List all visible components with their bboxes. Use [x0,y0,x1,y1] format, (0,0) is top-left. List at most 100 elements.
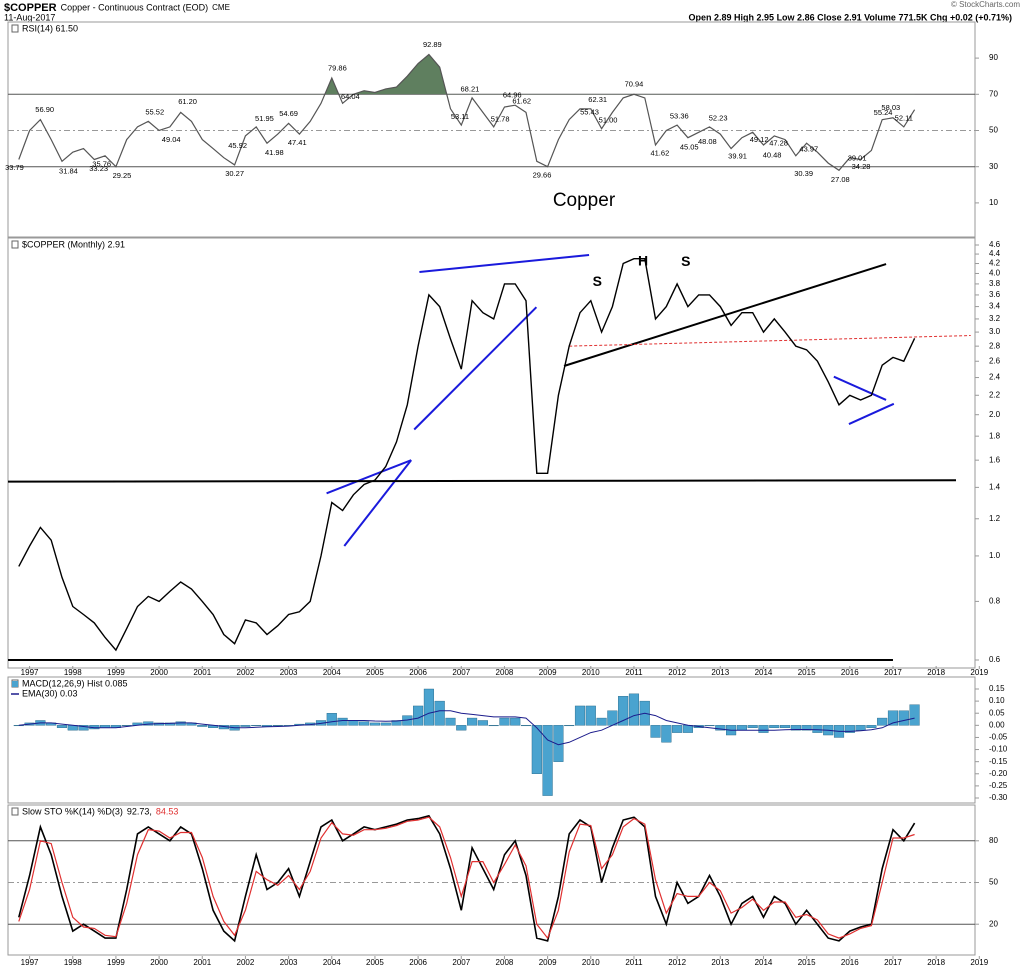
rsi-annotation: 53.36 [670,111,689,120]
rsi-annotation: 43.97 [799,144,818,153]
rsi-annotation: 53.11 [451,112,469,121]
x-tick-label: 2016 [841,668,859,677]
histogram-bar [520,725,532,727]
histogram-bar [844,725,855,733]
histogram-bar [348,720,359,726]
y-tick-label: 10 [989,198,998,207]
panel-icon [11,240,19,249]
y-tick-label: -0.10 [989,745,1008,754]
rsi-annotation: 64.96 [503,90,522,99]
y-tick-label: -0.05 [989,733,1008,742]
histogram-bar [240,725,251,727]
histogram-bar [391,720,402,726]
rsi-annotation: 49.12 [750,135,769,144]
rsi-annotation: 27.08 [831,175,850,184]
y-tick-label: 80 [989,836,998,845]
x-tick-label: 2012 [668,668,686,677]
y-tick-label: 4.4 [989,249,1001,258]
histogram-bar [779,725,791,728]
legend-label: 84.53 [156,806,179,816]
histogram-bar [628,693,640,726]
trendline [848,402,895,425]
histogram-bar [13,725,24,727]
x-tick-label: 2002 [237,668,255,677]
x-tick-label: 2017 [884,958,902,967]
x-tick-label: 2008 [496,668,514,677]
y-tick-label: 1.6 [989,455,1001,464]
panel-title: Slow STO %K(14) %D(3) [22,806,123,816]
rsi-annotation: 56.90 [35,105,54,114]
y-tick-label: 0.00 [989,720,1005,729]
rsi-annotation: 40.48 [763,151,782,160]
histogram-bar [564,725,575,727]
y-tick-label: -0.25 [989,781,1008,790]
histogram-bar [877,717,888,726]
x-tick-label: 2014 [755,958,773,967]
histogram-bar [715,725,726,731]
x-tick-label: 2018 [927,668,945,677]
histogram-bar [272,725,283,727]
y-tick-label: 0.05 [989,708,1005,717]
x-tick-label: 2005 [366,668,384,677]
rsi-annotation: 47.28 [769,138,788,147]
y-tick-label: 4.6 [989,240,1001,249]
histogram-bar [337,717,348,726]
histogram-bar [423,688,434,726]
panel-frame [7,237,976,669]
x-tick-label: 2012 [668,958,686,967]
rsi-annotation: 41.98 [265,148,284,157]
histogram-bar [251,725,262,727]
x-tick-label: 2019 [970,668,988,677]
pattern-label: S [593,273,602,289]
trendline [326,459,412,495]
ema-line [18,710,915,746]
rsi-annotation: 55.43 [580,108,599,117]
quote: Open 2.89 High 2.95 Low 2.86 Close 2.91 … [689,12,1012,22]
legend-label: 92.73, [127,806,152,816]
x-tick-label: 2016 [841,958,859,967]
rsi-annotation: 79.86 [328,63,347,72]
rsi-annotation: 31.84 [59,166,78,175]
histogram-bar [477,720,488,726]
histogram-bar [585,705,596,726]
date: 11-Aug-2017 [4,12,55,22]
histogram-bar [369,722,380,726]
rsi-annotation: 55.24 [874,108,893,117]
x-tick-label: 2001 [193,958,211,967]
y-tick-label: -0.20 [989,769,1008,778]
rsi-annotation: 62.31 [588,95,607,104]
x-tick-label: 2011 [625,668,643,677]
x-tick-label: 1997 [21,668,39,677]
x-tick-label: 1999 [107,668,125,677]
rsi-annotation: 52.23 [709,113,728,122]
histogram-bar [596,717,607,726]
panel-icon [11,807,19,816]
x-tick-label: 2015 [798,958,816,967]
caption: Copper [553,190,616,211]
y-tick-label: 50 [989,878,998,887]
x-tick-label: 1999 [107,958,125,967]
y-tick-label: 2.0 [989,410,1001,419]
y-tick-label: 3.4 [989,302,1001,311]
histogram-bar [380,722,391,726]
histogram-bar [56,725,68,728]
rsi-annotation: 29.66 [533,170,552,179]
y-tick-label: 2.8 [989,341,1001,350]
histogram-bar [790,725,801,731]
histogram-bar [866,725,877,728]
histogram-bar [499,717,510,726]
panel-title: RSI(14) 61.50 [22,23,78,33]
y-tick-label: 0.15 [989,684,1005,693]
rsi-annotation: 30.27 [225,169,244,178]
y-tick-label: -0.30 [989,793,1008,802]
y-tick-label: 90 [989,53,998,62]
rsi-annotation: 39.01 [848,153,867,162]
rsi-line [18,53,916,172]
y-tick-label: 2.2 [989,390,1001,399]
histogram-bar [574,705,586,726]
y-tick-label: 1.4 [989,482,1001,491]
panel-title: $COPPER (Monthly) 2.91 [22,239,125,249]
x-tick-label: 2008 [496,958,514,967]
